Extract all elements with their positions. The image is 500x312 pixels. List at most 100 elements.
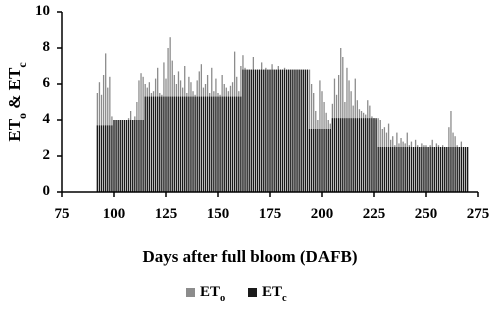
bar: [360, 118, 363, 192]
bar: [275, 69, 277, 192]
bar: [441, 147, 444, 192]
bar: [369, 118, 371, 192]
bar: [202, 96, 205, 192]
bar: [167, 96, 169, 192]
bar: [425, 147, 427, 192]
bar: [238, 96, 240, 192]
bar: [458, 147, 460, 192]
bar: [444, 147, 446, 192]
bar: [175, 96, 178, 192]
bar: [404, 147, 406, 192]
bar: [134, 120, 136, 192]
bar: [354, 118, 356, 192]
bar: [140, 120, 142, 192]
bar: [165, 96, 167, 192]
bar: [452, 147, 454, 192]
bar: [325, 129, 327, 192]
legend-swatch: [248, 288, 257, 297]
bar: [460, 147, 463, 192]
bar: [269, 69, 271, 192]
bar: [105, 53, 107, 193]
bar: [331, 118, 334, 192]
bar: [313, 129, 315, 192]
bar: [119, 120, 121, 192]
bar: [352, 118, 354, 192]
bar: [431, 147, 433, 192]
bar: [105, 125, 107, 192]
bar: [362, 118, 365, 192]
bar: [464, 147, 467, 192]
bar: [190, 96, 192, 192]
bar: [192, 96, 194, 192]
bar: [392, 147, 394, 192]
bar: [250, 69, 252, 192]
bar: [227, 96, 230, 192]
bar: [365, 118, 367, 192]
bar: [258, 69, 261, 192]
bar: [348, 118, 350, 192]
y-tick-label: 4: [43, 111, 51, 127]
bar: [142, 120, 144, 192]
legend-label: ETo: [200, 284, 225, 303]
bar: [285, 69, 288, 192]
bar: [290, 69, 292, 192]
bar: [217, 96, 219, 192]
bar: [375, 118, 377, 192]
bar: [344, 118, 346, 192]
bar: [342, 118, 344, 192]
bar: [414, 147, 417, 192]
bar: [242, 69, 244, 192]
bar: [256, 69, 259, 192]
bar: [373, 118, 375, 192]
bar: [144, 96, 146, 192]
bar: [233, 96, 236, 192]
bar: [248, 69, 250, 192]
bar: [408, 147, 411, 192]
bar: [281, 69, 284, 192]
bar: [267, 69, 269, 192]
bar: [340, 118, 342, 192]
y-tick-label: 8: [43, 39, 51, 55]
x-tick-label: 100: [103, 206, 126, 222]
bar: [129, 120, 132, 192]
bar: [113, 120, 115, 192]
bar: [437, 147, 440, 192]
bar: [406, 147, 408, 192]
x-tick-label: 250: [415, 206, 438, 222]
bar: [277, 69, 279, 192]
bar: [335, 118, 338, 192]
bar: [379, 147, 381, 192]
bar: [304, 69, 307, 192]
bar: [196, 96, 198, 192]
x-tick-label: 75: [55, 206, 70, 222]
bar: [315, 129, 317, 192]
y-tick-label: 6: [43, 75, 51, 91]
bar: [169, 96, 171, 192]
bar: [96, 125, 99, 192]
bar: [271, 69, 273, 192]
bar: [417, 147, 419, 192]
bar: [356, 118, 359, 192]
y-tick-label: 2: [43, 147, 51, 163]
bar: [450, 147, 452, 192]
bar: [398, 147, 400, 192]
legend-swatch: [186, 288, 195, 297]
bar: [412, 147, 415, 192]
bar: [448, 147, 450, 192]
bar: [261, 69, 263, 192]
bar: [306, 69, 309, 192]
bar: [396, 147, 398, 192]
bar: [381, 147, 383, 192]
bar: [400, 147, 402, 192]
x-axis-title: Days after full bloom (DAFB): [143, 247, 358, 266]
bar: [273, 69, 275, 192]
bar: [163, 96, 165, 192]
bar: [456, 147, 458, 192]
bar: [389, 147, 392, 192]
bar: [181, 96, 184, 192]
bar: [302, 69, 304, 192]
bar: [121, 120, 123, 192]
bar: [125, 120, 128, 192]
bar: [240, 96, 242, 192]
